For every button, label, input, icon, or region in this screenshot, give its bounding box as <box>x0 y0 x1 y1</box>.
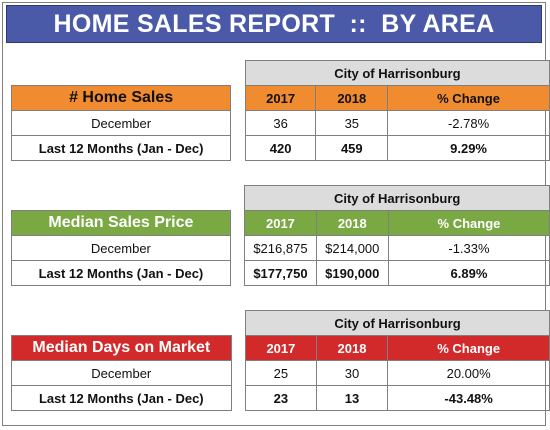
col-2017: 2017 <box>244 85 317 111</box>
spacer-cell <box>231 136 246 161</box>
row-label: Last 12 Months (Jan - Dec) <box>11 260 231 286</box>
metric-title: Median Days on Market <box>11 335 232 361</box>
blank-cell <box>12 61 246 86</box>
days-on-market-table: City of Harrisonburg Median Days on Mark… <box>11 310 550 411</box>
table-row: Last 12 Months (Jan - Dec) 420 459 9.29% <box>10 135 550 161</box>
blank-cell <box>12 186 245 211</box>
value-2017: 420 <box>244 135 317 161</box>
value-2018: $214,000 <box>315 235 389 261</box>
col-2017: 2017 <box>245 335 317 361</box>
value-2017: 36 <box>244 110 317 136</box>
spacer-cell <box>231 86 246 111</box>
table-row: December 25 30 20.00% <box>11 360 550 386</box>
value-change: 20.00% <box>387 360 550 386</box>
row-label: December <box>11 360 232 386</box>
col-2017: 2017 <box>244 210 317 236</box>
spacer-cell <box>230 261 244 286</box>
spacer-cell <box>231 361 246 386</box>
blank-cell <box>12 311 246 336</box>
value-2018: 459 <box>315 135 389 161</box>
value-2018: $190,000 <box>315 260 389 286</box>
value-2017: $177,750 <box>244 260 317 286</box>
table-row: Last 12 Months (Jan - Dec) $177,750 $190… <box>11 260 550 286</box>
value-change: -2.78% <box>387 110 550 136</box>
row-label: December <box>10 110 232 136</box>
col-change: % Change <box>387 85 550 111</box>
spacer-cell <box>231 386 246 411</box>
spacer-cell <box>231 336 246 361</box>
spacer-cell <box>230 211 244 236</box>
median-price-table: City of Harrisonburg Median Sales Price … <box>11 185 550 286</box>
table-row: December 36 35 -2.78% <box>10 110 550 136</box>
value-change: 9.29% <box>387 135 550 161</box>
table-row: Last 12 Months (Jan - Dec) 23 13 -43.48% <box>11 385 550 411</box>
col-2018: 2018 <box>315 210 389 236</box>
city-header: City of Harrisonburg <box>245 310 550 336</box>
spacer-cell <box>231 111 246 136</box>
value-change: 6.89% <box>387 260 550 286</box>
value-2018: 35 <box>315 110 389 136</box>
value-change: -1.33% <box>387 235 550 261</box>
col-2018: 2018 <box>315 335 389 361</box>
spacer-cell <box>230 236 244 261</box>
report-title: HOME SALES REPORT :: BY AREA <box>6 5 542 43</box>
col-change: % Change <box>387 210 550 236</box>
metric-title: # Home Sales <box>10 85 232 111</box>
city-header: City of Harrisonburg <box>244 60 550 86</box>
value-2017: 23 <box>245 385 317 411</box>
row-label: December <box>11 235 231 261</box>
col-2018: 2018 <box>315 85 389 111</box>
col-change: % Change <box>387 335 550 361</box>
value-2018: 13 <box>315 385 389 411</box>
city-header: City of Harrisonburg <box>244 185 550 211</box>
row-label: Last 12 Months (Jan - Dec) <box>11 385 232 411</box>
value-2017: 25 <box>245 360 317 386</box>
table-row: December $216,875 $214,000 -1.33% <box>11 235 550 261</box>
value-2017: $216,875 <box>244 235 317 261</box>
metric-title: Median Sales Price <box>11 210 231 236</box>
value-change: -43.48% <box>387 385 550 411</box>
row-label: Last 12 Months (Jan - Dec) <box>10 135 232 161</box>
value-2018: 30 <box>315 360 389 386</box>
home-sales-table: City of Harrisonburg # Home Sales 2017 2… <box>10 60 550 161</box>
